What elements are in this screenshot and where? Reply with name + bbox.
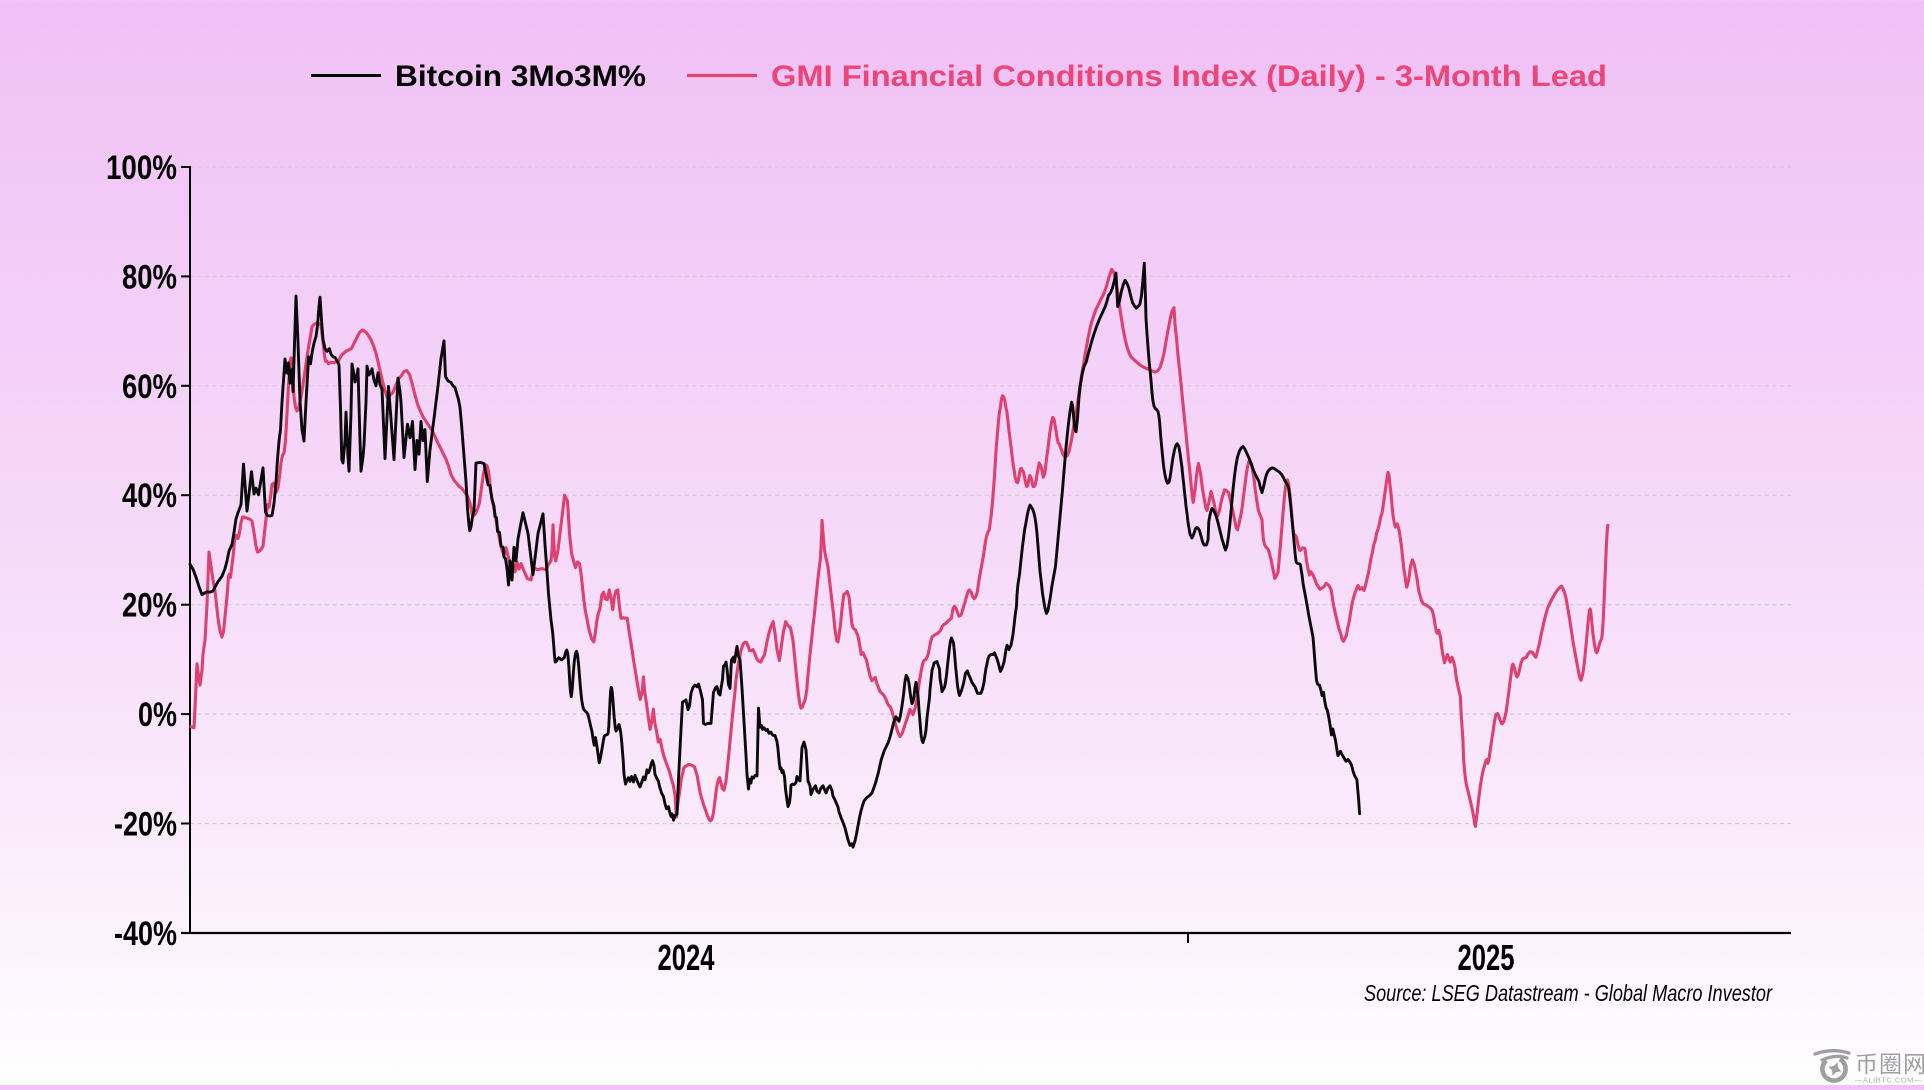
svg-text:100%: 100% [106, 149, 177, 187]
svg-text:20%: 20% [122, 587, 177, 625]
svg-text:40%: 40% [122, 477, 177, 515]
svg-text:Bitcoin 3Mo3M%: Bitcoin 3Mo3M% [395, 60, 646, 93]
svg-text:2024: 2024 [658, 937, 715, 978]
svg-text:-20%: -20% [114, 806, 177, 844]
svg-text:Source: LSEG Datastream - Glob: Source: LSEG Datastream - Global Macro I… [1364, 980, 1773, 1006]
svg-text:60%: 60% [122, 368, 177, 406]
svg-text:—ALIBTC.COM—: —ALIBTC.COM— [1855, 1076, 1922, 1085]
svg-text:0%: 0% [138, 696, 177, 734]
svg-text:2025: 2025 [1458, 937, 1515, 978]
svg-text:-40%: -40% [114, 915, 177, 953]
svg-text:GMI Financial Conditions Index: GMI Financial Conditions Index (Daily) -… [771, 60, 1607, 93]
svg-text:80%: 80% [122, 258, 177, 296]
svg-text:币圈网: 币圈网 [1855, 1051, 1924, 1077]
